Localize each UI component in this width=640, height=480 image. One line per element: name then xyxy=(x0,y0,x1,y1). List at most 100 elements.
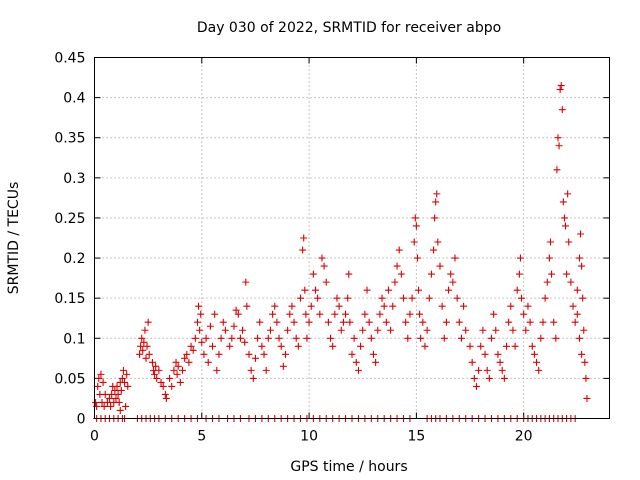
data-point xyxy=(245,350,253,358)
data-point xyxy=(260,350,268,358)
data-point xyxy=(578,350,586,358)
data-point xyxy=(185,358,193,366)
data-point xyxy=(114,390,122,398)
data-point xyxy=(571,318,579,326)
data-point xyxy=(284,326,292,334)
data-point xyxy=(376,310,384,318)
data-point xyxy=(533,358,541,366)
y-tick-label: 0.4 xyxy=(63,91,85,107)
data-point xyxy=(215,350,223,358)
data-point xyxy=(507,302,515,310)
data-point xyxy=(140,338,148,346)
data-point xyxy=(273,318,281,326)
grid xyxy=(94,57,610,419)
data-point xyxy=(575,254,583,262)
data-point xyxy=(344,294,352,302)
data-point xyxy=(526,318,534,326)
data-point xyxy=(142,354,150,362)
axis-ticks xyxy=(94,57,610,419)
data-point xyxy=(354,366,362,374)
data-point xyxy=(303,334,311,342)
data-point xyxy=(520,310,528,318)
data-point xyxy=(462,326,470,334)
data-point xyxy=(582,374,590,382)
data-point xyxy=(316,310,324,318)
data-point xyxy=(552,334,560,342)
data-point xyxy=(155,366,163,374)
data-point xyxy=(468,358,476,366)
data-point xyxy=(166,374,174,382)
data-point xyxy=(305,318,313,326)
data-point xyxy=(423,326,431,334)
data-point xyxy=(107,402,115,410)
data-point xyxy=(382,318,390,326)
data-point xyxy=(408,294,416,302)
data-point xyxy=(300,234,308,242)
data-point xyxy=(518,294,526,302)
data-point xyxy=(522,326,530,334)
data-point xyxy=(436,262,444,270)
data-point xyxy=(563,270,571,278)
data-point xyxy=(460,302,468,310)
data-point xyxy=(559,198,567,206)
data-point xyxy=(342,310,350,318)
data-point xyxy=(361,310,369,318)
data-point xyxy=(103,398,111,406)
data-point xyxy=(292,334,300,342)
data-point xyxy=(490,310,498,318)
data-point xyxy=(262,366,270,374)
data-point xyxy=(413,254,421,262)
data-point xyxy=(183,350,191,358)
data-point xyxy=(249,374,257,382)
data-point xyxy=(515,270,523,278)
data-point xyxy=(339,318,347,326)
y-tick-label: 0 xyxy=(77,412,86,428)
x-tick-label: 20 xyxy=(515,429,533,445)
data-point xyxy=(173,370,181,378)
data-point xyxy=(279,362,287,370)
y-tick-label: 0.25 xyxy=(54,211,85,227)
data-point xyxy=(546,238,554,246)
data-point xyxy=(329,342,337,350)
y-tick-label: 0.35 xyxy=(54,131,85,147)
data-point xyxy=(415,286,423,294)
data-point xyxy=(509,326,517,334)
data-point xyxy=(496,358,504,366)
data-point xyxy=(573,286,581,294)
data-point xyxy=(425,294,433,302)
data-point xyxy=(511,342,519,350)
data-point xyxy=(333,294,341,302)
data-point xyxy=(457,334,465,342)
data-point xyxy=(567,278,575,286)
data-point xyxy=(230,322,238,330)
data-point xyxy=(470,374,478,382)
data-point xyxy=(431,214,439,222)
data-point xyxy=(322,278,330,286)
data-point xyxy=(191,334,199,342)
data-point xyxy=(389,302,397,310)
data-point xyxy=(95,374,103,382)
data-point xyxy=(404,334,412,342)
data-point xyxy=(553,166,561,174)
data-point xyxy=(335,302,343,310)
data-point xyxy=(416,310,424,318)
data-point xyxy=(189,346,197,354)
y-tick-label: 0.2 xyxy=(63,251,85,267)
data-point xyxy=(442,318,450,326)
data-point xyxy=(391,278,399,286)
data-point xyxy=(206,322,214,330)
data-point xyxy=(550,318,558,326)
data-point xyxy=(281,350,289,358)
data-point xyxy=(197,310,205,318)
data-point xyxy=(277,342,285,350)
data-point xyxy=(400,294,407,302)
data-point xyxy=(251,354,259,362)
data-point xyxy=(138,334,146,342)
data-point xyxy=(275,334,283,342)
data-point xyxy=(411,214,419,222)
data-point xyxy=(554,134,562,142)
data-point xyxy=(498,366,506,374)
data-point xyxy=(168,382,176,390)
data-point xyxy=(395,246,403,254)
